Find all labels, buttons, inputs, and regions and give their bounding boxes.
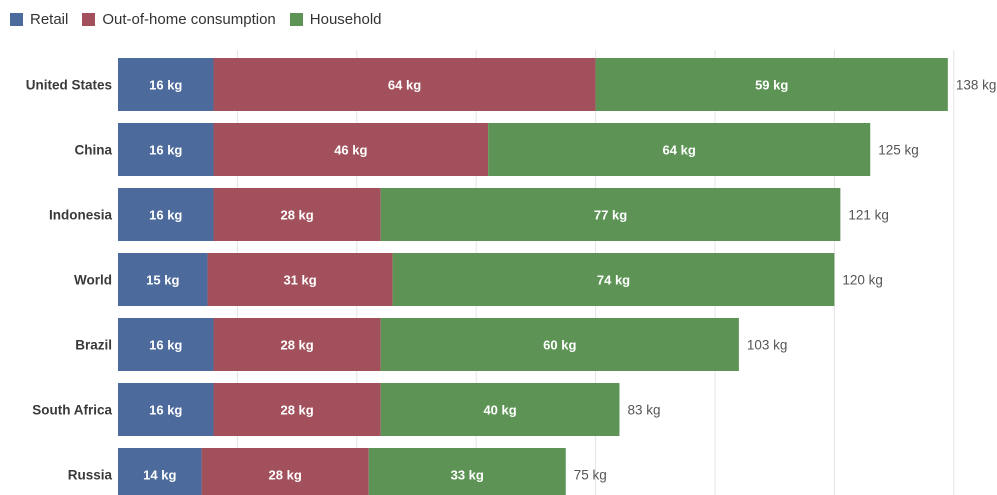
bar-segment xyxy=(213,188,381,241)
bar-segment xyxy=(392,253,835,306)
category-label: Brazil xyxy=(75,338,112,353)
total-value-label: 75 kg xyxy=(574,468,607,483)
legend: Retail Out-of-home consumption Household xyxy=(10,11,396,28)
segment-value-label: 74 kg xyxy=(597,273,630,288)
legend-swatch-out-of-home xyxy=(82,13,96,26)
total-value-label: 138 kg xyxy=(956,78,997,93)
bar-segment xyxy=(118,383,214,436)
segment-value-label: 33 kg xyxy=(451,468,484,483)
bar-segment xyxy=(118,58,214,111)
segment-value-label: 28 kg xyxy=(269,468,302,483)
segment-value-label: 31 kg xyxy=(283,273,316,288)
bar-segment xyxy=(380,318,739,371)
legend-item-retail: Retail xyxy=(10,11,68,28)
segment-value-label: 16 kg xyxy=(149,143,182,158)
total-value-label: 120 kg xyxy=(842,273,883,288)
bar-segment xyxy=(595,58,948,111)
segment-value-label: 15 kg xyxy=(146,273,179,288)
segment-value-label: 59 kg xyxy=(755,78,788,93)
bar-segment xyxy=(488,123,871,176)
category-label: United States xyxy=(26,78,112,93)
segment-value-label: 64 kg xyxy=(388,78,421,93)
bar-segment xyxy=(380,383,620,436)
category-label: South Africa xyxy=(32,403,112,418)
segment-value-label: 16 kg xyxy=(149,403,182,418)
legend-label-retail: Retail xyxy=(30,11,69,28)
segment-value-label: 40 kg xyxy=(483,403,516,418)
legend-label-out-of-home: Out-of-home consumption xyxy=(102,11,276,28)
segment-value-label: 16 kg xyxy=(149,78,182,93)
total-value-label: 121 kg xyxy=(848,208,889,223)
bar-segment xyxy=(118,448,202,495)
legend-swatch-household xyxy=(289,13,303,26)
category-label: China xyxy=(74,143,112,158)
bar-segment xyxy=(207,253,393,306)
segment-value-label: 64 kg xyxy=(663,143,696,158)
bar-segment xyxy=(118,253,208,306)
bar-segment xyxy=(213,123,489,176)
segment-value-label: 16 kg xyxy=(149,338,182,353)
segment-value-label: 28 kg xyxy=(280,403,313,418)
bar-segment xyxy=(201,448,369,495)
total-value-label: 125 kg xyxy=(878,143,919,158)
category-label: Russia xyxy=(68,468,113,483)
segment-value-label: 46 kg xyxy=(334,143,367,158)
legend-item-out-of-home: Out-of-home consumption xyxy=(82,11,276,28)
bar-segment xyxy=(213,58,596,111)
category-label: Indonesia xyxy=(49,208,113,223)
legend-label-household: Household xyxy=(309,11,382,28)
legend-swatch-retail xyxy=(10,13,23,26)
bar-segment xyxy=(118,123,214,176)
segment-value-label: 60 kg xyxy=(543,338,576,353)
category-label: World xyxy=(74,273,112,288)
segment-value-label: 14 kg xyxy=(143,468,176,483)
bar-segment xyxy=(118,318,214,371)
segment-value-label: 28 kg xyxy=(280,208,313,223)
bar-segment xyxy=(213,383,381,436)
total-value-label: 83 kg xyxy=(627,403,660,418)
bar-segment xyxy=(213,318,381,371)
bar-segment xyxy=(118,188,214,241)
segment-value-label: 28 kg xyxy=(280,338,313,353)
total-value-label: 103 kg xyxy=(747,338,788,353)
bar-segment xyxy=(368,448,566,495)
legend-item-household: Household xyxy=(289,11,382,28)
segment-value-label: 16 kg xyxy=(149,208,182,223)
segment-value-label: 77 kg xyxy=(594,208,627,223)
bar-segment xyxy=(380,188,841,241)
